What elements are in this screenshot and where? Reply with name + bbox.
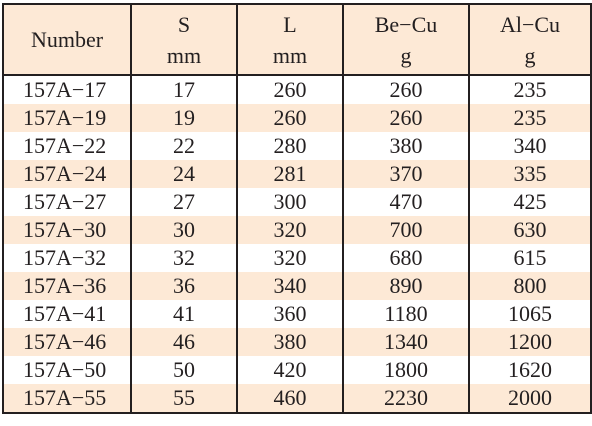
spec-table-container: Number S mm L mm Be−Cu g Al−Cu g — [2, 3, 592, 423]
cell-be-cu: 700 — [342, 216, 469, 244]
cell-s: 46 — [130, 328, 237, 356]
cell-s: 32 — [130, 244, 237, 272]
header-s-label: S — [177, 11, 191, 37]
table-row: 157A−36 36 340 890 800 — [2, 272, 592, 300]
cell-l: 420 — [236, 356, 343, 384]
cell-al-cu: 1620 — [468, 356, 592, 384]
cell-l: 460 — [236, 384, 343, 414]
table-row: 157A−22 22 280 380 340 — [2, 132, 592, 160]
table-row: 157A−30 30 320 700 630 — [2, 216, 592, 244]
cell-al-cu: 235 — [468, 75, 592, 104]
table-row: 157A−27 27 300 470 425 — [2, 188, 592, 216]
cell-l: 360 — [236, 300, 343, 328]
cell-number: 157A−22 — [2, 132, 131, 160]
cell-be-cu: 890 — [342, 272, 469, 300]
table-row: 157A−55 55 460 2230 2000 — [2, 384, 592, 414]
table-header-row: Number S mm L mm Be−Cu g Al−Cu g — [2, 3, 592, 76]
cell-al-cu: 340 — [468, 132, 592, 160]
cell-number: 157A−46 — [2, 328, 131, 356]
cell-number: 157A−19 — [2, 104, 131, 132]
cell-al-cu: 615 — [468, 244, 592, 272]
cell-s: 24 — [130, 160, 237, 188]
cell-number: 157A−55 — [2, 384, 131, 414]
header-s-unit: mm — [166, 42, 202, 68]
cell-number: 157A−32 — [2, 244, 131, 272]
header-al-cu-unit: g — [524, 42, 536, 68]
cell-be-cu: 1800 — [342, 356, 469, 384]
cell-l: 281 — [236, 160, 343, 188]
table-row: 157A−24 24 281 370 335 — [2, 160, 592, 188]
cell-l: 320 — [236, 216, 343, 244]
cell-s: 22 — [130, 132, 237, 160]
cell-l: 280 — [236, 132, 343, 160]
cell-number: 157A−50 — [2, 356, 131, 384]
cell-l: 260 — [236, 75, 343, 104]
cell-al-cu: 425 — [468, 188, 592, 216]
cell-s: 36 — [130, 272, 237, 300]
cell-number: 157A−17 — [2, 75, 131, 104]
cell-be-cu: 470 — [342, 188, 469, 216]
cell-al-cu: 800 — [468, 272, 592, 300]
cell-be-cu: 260 — [342, 75, 469, 104]
cell-be-cu: 680 — [342, 244, 469, 272]
spec-table: Number S mm L mm Be−Cu g Al−Cu g — [2, 3, 592, 414]
cell-s: 50 — [130, 356, 237, 384]
cell-be-cu: 370 — [342, 160, 469, 188]
table-row: 157A−50 50 420 1800 1620 — [2, 356, 592, 384]
cell-s: 30 — [130, 216, 237, 244]
cell-be-cu: 2230 — [342, 384, 469, 414]
table-row: 157A−46 46 380 1340 1200 — [2, 328, 592, 356]
cell-al-cu: 235 — [468, 104, 592, 132]
cell-s: 41 — [130, 300, 237, 328]
cell-number: 157A−36 — [2, 272, 131, 300]
header-be-cu: Be−Cu g — [342, 3, 469, 76]
header-l-unit: mm — [272, 42, 308, 68]
cell-l: 340 — [236, 272, 343, 300]
header-be-cu-unit: g — [400, 42, 412, 68]
cell-al-cu: 335 — [468, 160, 592, 188]
cell-l: 260 — [236, 104, 343, 132]
cell-number: 157A−27 — [2, 188, 131, 216]
header-l-label: L — [283, 11, 297, 37]
header-s: S mm — [130, 3, 237, 76]
header-number: Number — [2, 3, 131, 76]
header-al-cu: Al−Cu g — [468, 3, 592, 76]
table-body: 157A−17 17 260 260 235 157A−19 19 260 260 235 157A… — [2, 75, 592, 414]
table-row: 157A−41 41 360 1180 1065 — [2, 300, 592, 328]
cell-al-cu: 630 — [468, 216, 592, 244]
cell-l: 380 — [236, 328, 343, 356]
cell-s: 55 — [130, 384, 237, 414]
table-row: 157A−17 17 260 260 235 — [2, 75, 592, 104]
cell-be-cu: 380 — [342, 132, 469, 160]
cell-al-cu: 2000 — [468, 384, 592, 414]
cell-be-cu: 1340 — [342, 328, 469, 356]
cell-l: 300 — [236, 188, 343, 216]
cell-number: 157A−41 — [2, 300, 131, 328]
header-al-cu-label: Al−Cu — [499, 11, 561, 37]
cell-s: 17 — [130, 75, 237, 104]
table-row: 157A−19 19 260 260 235 — [2, 104, 592, 132]
cell-al-cu: 1200 — [468, 328, 592, 356]
cell-be-cu: 1180 — [342, 300, 469, 328]
cell-s: 27 — [130, 188, 237, 216]
header-number-label: Number — [30, 27, 104, 52]
cell-s: 19 — [130, 104, 237, 132]
cell-l: 320 — [236, 244, 343, 272]
cell-number: 157A−30 — [2, 216, 131, 244]
cell-number: 157A−24 — [2, 160, 131, 188]
header-be-cu-label: Be−Cu — [374, 11, 438, 37]
table-row: 157A−32 32 320 680 615 — [2, 244, 592, 272]
cell-be-cu: 260 — [342, 104, 469, 132]
cell-al-cu: 1065 — [468, 300, 592, 328]
header-l: L mm — [236, 3, 343, 76]
